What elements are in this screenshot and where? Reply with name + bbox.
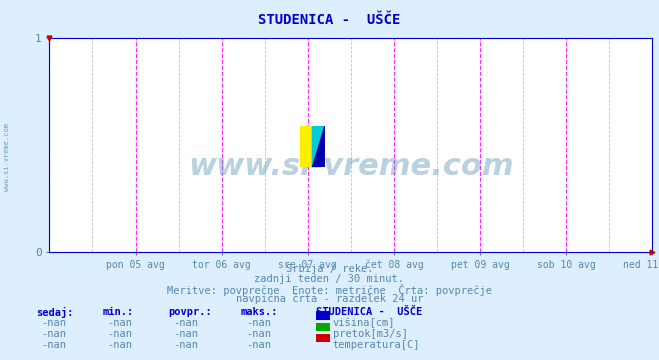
Text: -nan: -nan xyxy=(246,329,271,339)
Text: -nan: -nan xyxy=(42,318,67,328)
Text: pretok[m3/s]: pretok[m3/s] xyxy=(333,329,408,339)
Text: -nan: -nan xyxy=(173,340,198,350)
Text: povpr.:: povpr.: xyxy=(168,307,212,317)
Polygon shape xyxy=(312,126,325,167)
Text: -nan: -nan xyxy=(42,329,67,339)
Text: Meritve: povprečne  Enote: metrične  Črta: povprečje: Meritve: povprečne Enote: metrične Črta:… xyxy=(167,284,492,296)
Polygon shape xyxy=(312,126,325,167)
Text: navpična črta - razdelek 24 ur: navpična črta - razdelek 24 ur xyxy=(236,293,423,304)
Text: STUDENICA -  UŠČE: STUDENICA - UŠČE xyxy=(258,13,401,27)
Text: višina[cm]: višina[cm] xyxy=(333,318,395,328)
Text: zadnji teden / 30 minut.: zadnji teden / 30 minut. xyxy=(254,274,405,284)
Text: STUDENICA -  UŠČE: STUDENICA - UŠČE xyxy=(316,307,422,317)
Text: Srbija / reke.: Srbija / reke. xyxy=(286,264,373,274)
Text: -nan: -nan xyxy=(246,318,271,328)
Text: -nan: -nan xyxy=(173,318,198,328)
Text: www.si-vreme.com: www.si-vreme.com xyxy=(3,123,10,190)
Text: -nan: -nan xyxy=(107,340,132,350)
Text: temperatura[C]: temperatura[C] xyxy=(333,340,420,350)
Text: -nan: -nan xyxy=(42,340,67,350)
Text: sedaj:: sedaj: xyxy=(36,307,74,318)
Text: -nan: -nan xyxy=(107,318,132,328)
Text: -nan: -nan xyxy=(173,329,198,339)
Bar xyxy=(300,126,312,167)
Text: maks.:: maks.: xyxy=(241,307,278,317)
Text: -nan: -nan xyxy=(246,340,271,350)
Text: min.:: min.: xyxy=(102,307,133,317)
Text: -nan: -nan xyxy=(107,329,132,339)
Text: www.si-vreme.com: www.si-vreme.com xyxy=(188,152,514,181)
